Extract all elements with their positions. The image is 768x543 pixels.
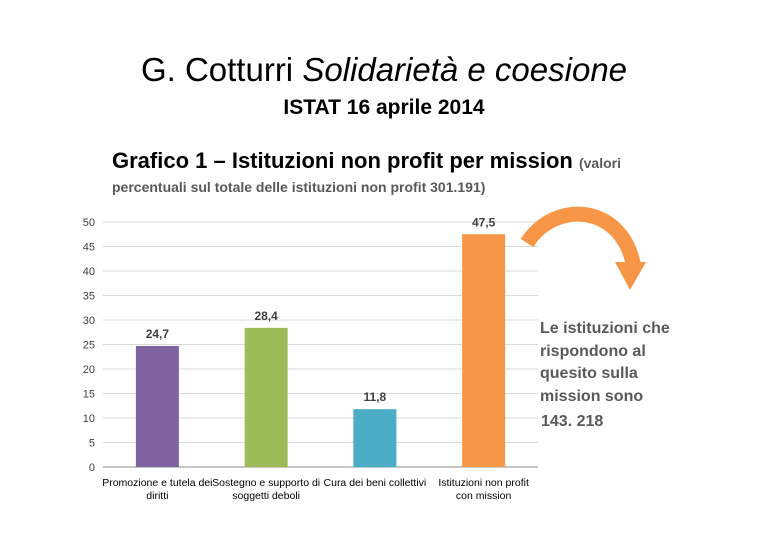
bar [462,234,506,467]
value-label: 47,5 [472,215,496,229]
callout-text: Le istituzioni che rispondono al quesito… [540,320,670,405]
title-italic: Solidarietà e coesione [302,51,628,88]
y-axis-labels: 0 5 10 15 20 25 30 35 40 45 50 [83,217,95,474]
value-label: 28,4 [254,309,278,323]
x-tick-label: Sostegno e supporto di [212,477,320,489]
callout-number: 143. 218 [541,413,604,430]
y-tick-label: 35 [83,291,95,303]
x-tick-label: con mission [456,490,512,502]
y-tick-label: 25 [83,340,95,352]
value-labels: 24,7 28,4 11,8 47,5 [146,215,496,404]
page-title: G. Cotturri Solidarietà e coesione [0,50,768,90]
chart-title-main: Grafico 1 – Istituzioni non profit per m… [112,148,573,173]
y-tick-label: 45 [83,242,95,254]
x-tick-label: Promozione e tutela dei [102,477,212,489]
chart-subtitle: percentuali sul totale delle istituzioni… [112,179,486,195]
chart-bars [135,234,506,467]
x-tick-label: Cura dei beni collettivi [324,477,427,489]
bar [135,345,179,467]
x-tick-label: diritti [146,490,168,502]
y-tick-label: 30 [83,315,95,327]
arrow-head [615,262,646,290]
bar [353,409,397,467]
x-tick-label: soggetti deboli [232,490,300,502]
y-tick-label: 20 [83,364,95,376]
value-label: 11,8 [364,390,387,404]
page-subtitle: ISTAT 16 aprile 2014 [283,96,485,119]
arrow-body [520,206,642,270]
bar [244,327,288,467]
y-tick-label: 10 [83,413,95,425]
x-tick-label: Istituzioni non profit [438,477,529,489]
y-tick-label: 40 [83,266,95,278]
value-label: 24,7 [146,327,170,341]
y-tick-label: 5 [89,438,95,450]
title-author: G. Cotturri [140,51,303,88]
y-tick-label: 0 [89,462,95,474]
y-tick-label: 15 [83,389,95,401]
curved-arrow-icon [520,206,646,290]
chart-title: Grafico 1 – Istituzioni non profit per m… [112,148,672,176]
chart-title-note: (valori [578,155,621,171]
y-tick-label: 50 [83,217,95,229]
